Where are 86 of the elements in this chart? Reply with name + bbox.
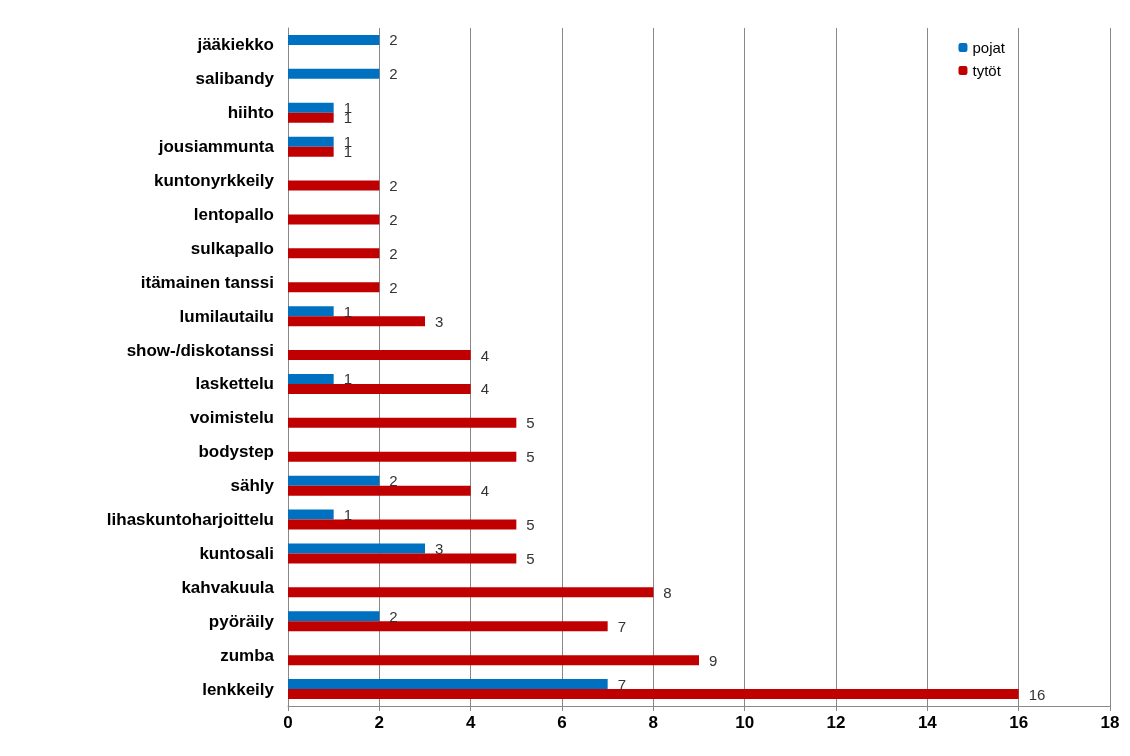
data-label: 1 (343, 302, 353, 320)
x-tick-label: 2 (374, 713, 385, 732)
y-tick-label: kuntosali (199, 543, 274, 563)
x-tick-label: 4 (465, 713, 476, 732)
bar (288, 679, 608, 690)
bar (288, 621, 608, 632)
bar (288, 689, 1019, 700)
bar (288, 214, 380, 225)
data-label: 2 (389, 65, 398, 83)
data-label: 2 (389, 31, 398, 49)
x-tick-label: 0 (283, 713, 293, 732)
x-tick-label: 8 (648, 713, 659, 732)
y-tick-label: lenkkeily (202, 679, 275, 699)
x-tick-label: 14 (917, 713, 938, 732)
y-tick-label: itämainen tanssi (140, 272, 274, 292)
bar (288, 373, 334, 384)
data-label: 3 (435, 539, 444, 557)
bar (288, 136, 334, 147)
legend-label: pojat (972, 39, 1006, 56)
bar (288, 306, 334, 317)
bar (288, 655, 699, 666)
bar (288, 350, 471, 361)
bar (288, 248, 380, 259)
data-label: 4 (480, 346, 490, 364)
data-label: 4 (480, 380, 490, 398)
bar (288, 543, 425, 554)
data-label: 5 (526, 448, 535, 466)
y-tick-label: pyöräily (208, 611, 275, 631)
y-tick-label: hiihto (227, 103, 274, 123)
bar (288, 316, 425, 327)
data-label: 1 (343, 370, 353, 388)
bar (288, 519, 517, 530)
bar (288, 102, 334, 113)
x-tick-label: 12 (826, 713, 846, 732)
y-tick-label: lentopallo (193, 204, 274, 224)
data-label: 5 (526, 516, 535, 534)
bar (288, 112, 334, 123)
y-tick-label: lumilautailu (179, 306, 274, 326)
y-tick-label: sähly (230, 476, 275, 496)
data-label: 2 (389, 607, 398, 625)
bar (288, 417, 517, 428)
data-label: 2 (389, 278, 398, 296)
data-label: 3 (435, 312, 444, 330)
x-tick-label: 6 (557, 713, 567, 732)
y-tick-label: jääkiekko (196, 35, 274, 55)
y-tick-label: voimistelu (189, 408, 274, 428)
data-label: 7 (617, 675, 627, 693)
y-tick-label: zumba (220, 645, 275, 665)
bar (288, 475, 380, 486)
legend-label: tytöt (972, 62, 1002, 79)
bar (288, 451, 517, 462)
bar (288, 34, 380, 45)
bar (288, 68, 380, 79)
data-label: 2 (389, 210, 398, 228)
y-tick-label: sulkapallo (190, 238, 274, 258)
bar (288, 587, 654, 598)
data-label: 16 (1028, 685, 1046, 703)
data-label: 5 (526, 414, 535, 432)
data-label: 5 (526, 549, 535, 567)
bar (288, 509, 334, 520)
bar (288, 485, 471, 496)
bar (288, 611, 380, 622)
y-tick-label: kuntonyrkkeily (154, 171, 275, 191)
y-tick-label: bodystep (198, 442, 274, 462)
data-label: 2 (389, 244, 398, 262)
data-label: 2 (389, 472, 398, 490)
y-tick-label: salibandy (195, 69, 275, 89)
bar (288, 553, 517, 564)
data-label: 9 (709, 651, 718, 669)
bar (288, 282, 380, 293)
y-tick-label: jousiammunta (157, 137, 275, 157)
data-label: 1 (343, 506, 353, 524)
y-tick-label: kahvakuula (181, 577, 275, 597)
bar (288, 383, 471, 394)
data-label: 2 (389, 177, 398, 195)
y-tick-label: show-/diskotanssi (126, 340, 274, 360)
data-label: 8 (663, 583, 672, 601)
bar (288, 180, 380, 191)
bar (288, 146, 334, 157)
y-tick-label: laskettelu (195, 374, 274, 394)
y-tick-label: lihaskuntoharjoittelu (106, 510, 274, 530)
x-tick-label: 16 (1009, 713, 1029, 732)
data-label: 7 (617, 617, 627, 635)
data-label: 4 (480, 482, 490, 500)
x-tick-label: 18 (1100, 713, 1120, 732)
x-tick-label: 10 (735, 713, 755, 732)
